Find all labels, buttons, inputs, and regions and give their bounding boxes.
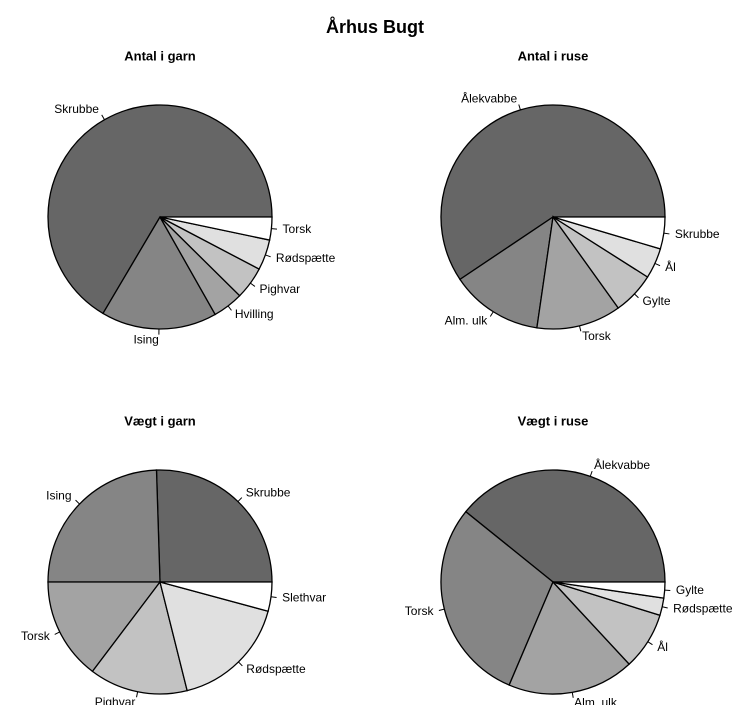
pie-slice [552,216,666,250]
slice-label: Ålekvabbe [594,457,650,472]
label-tick [489,311,494,317]
label-tick [634,293,639,299]
pie-title: Vægt i garn [124,413,196,428]
label-tick [663,232,670,235]
slice-label: Slethvar [282,590,326,604]
slice-label: Rødspætte [673,601,733,615]
chart-title: Århus Bugt [326,17,424,37]
label-tick [579,325,582,332]
slice-label: Ising [46,488,71,502]
pie-slice [159,581,269,692]
slice-label: Gylte [643,294,671,308]
label-tick [647,641,653,646]
slice-label: Pighvar [259,282,300,296]
label-tick [518,104,521,110]
pie-slice [440,510,554,686]
label-tick [237,497,243,502]
pie-slice [91,580,188,695]
slice-label: Ål [657,639,668,654]
label-tick [589,470,593,477]
pie-title: Antal i garn [124,48,196,63]
slice-label: Torsk [283,222,313,236]
slice-label: Rødspætte [276,251,336,265]
slice-label: Hvilling [235,307,274,321]
pie-slice [459,215,554,329]
slice-label: Gylte [676,583,704,597]
label-tick [238,661,243,667]
label-tick [101,114,105,120]
pie-title: Vægt i ruse [518,413,589,428]
slice-label: Rødspætte [246,662,306,676]
slice-label: Ålekvabbe [461,90,517,105]
slice-label: Ising [133,332,158,346]
pie-slice [155,469,273,583]
slice-label: Pighvar [95,695,136,705]
slice-label: Alm. ulk [445,313,489,327]
pie-title: Antal i ruse [518,48,589,63]
slice-label: Skrubbe [54,102,99,116]
slice-label: Torsk [21,629,51,643]
pie-slice [440,104,666,281]
slice-label: Ål [665,259,676,274]
label-tick [75,499,80,505]
slice-label: Torsk [582,329,612,343]
label-tick [270,596,277,598]
label-tick [571,692,574,698]
pie-slice [47,104,273,315]
slice-label: Alm. ulk [574,696,618,705]
label-tick [250,282,256,287]
slice-label: Skrubbe [675,227,720,241]
label-tick [271,228,278,230]
pie-slice [508,580,631,695]
label-tick [438,608,445,612]
label-tick [136,691,139,698]
label-tick [54,631,60,635]
label-tick [654,262,661,267]
pie-slice [464,469,666,583]
slice-label: Skrubbe [246,486,291,500]
label-tick [662,606,668,609]
label-tick [227,305,232,311]
label-tick [265,254,271,258]
slice-label: Torsk [405,604,435,618]
